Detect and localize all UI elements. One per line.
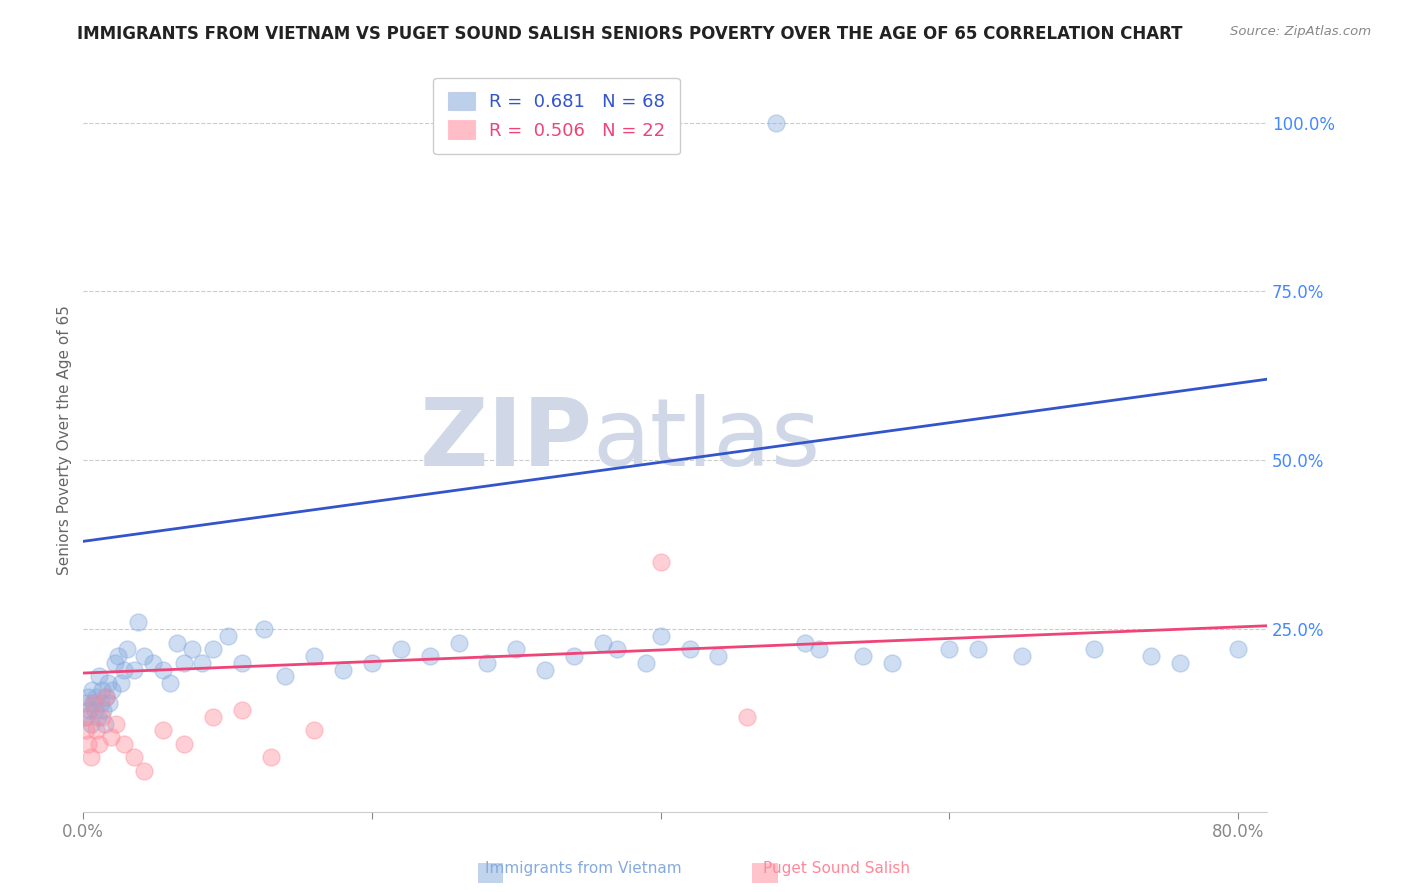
- Y-axis label: Seniors Poverty Over the Age of 65: Seniors Poverty Over the Age of 65: [58, 305, 72, 575]
- Point: [152, 663, 174, 677]
- Point: [93, 703, 115, 717]
- Text: Immigrants from Vietnam: Immigrants from Vietnam: [485, 861, 682, 876]
- Point: [87, 710, 110, 724]
- Point: [127, 615, 149, 630]
- Point: [505, 642, 527, 657]
- Point: [132, 764, 155, 778]
- Text: Source: ZipAtlas.com: Source: ZipAtlas.com: [1230, 25, 1371, 38]
- Point: [97, 676, 120, 690]
- Legend: R =  0.681   N = 68, R =  0.506   N = 22: R = 0.681 N = 68, R = 0.506 N = 22: [433, 78, 681, 154]
- Point: [361, 656, 384, 670]
- Point: [75, 723, 97, 738]
- Point: [84, 690, 107, 704]
- Point: [967, 642, 990, 657]
- Point: [107, 649, 129, 664]
- Point: [477, 656, 499, 670]
- Point: [96, 690, 118, 704]
- Point: [190, 656, 212, 670]
- Point: [89, 669, 111, 683]
- Point: [91, 710, 114, 724]
- Point: [231, 656, 253, 670]
- Point: [142, 656, 165, 670]
- Point: [80, 682, 103, 697]
- Point: [302, 649, 325, 664]
- Point: [77, 703, 100, 717]
- Point: [76, 690, 98, 704]
- Point: [115, 642, 138, 657]
- Point: [94, 716, 117, 731]
- Point: [794, 635, 817, 649]
- Point: [302, 723, 325, 738]
- Point: [173, 737, 195, 751]
- Point: [1140, 649, 1163, 664]
- Point: [98, 697, 121, 711]
- Point: [650, 555, 672, 569]
- Point: [253, 622, 276, 636]
- Point: [880, 656, 903, 670]
- Point: [90, 697, 112, 711]
- Point: [765, 115, 787, 129]
- Text: ZIP: ZIP: [419, 394, 592, 486]
- Point: [73, 710, 96, 724]
- Point: [606, 642, 628, 657]
- Text: IMMIGRANTS FROM VIETNAM VS PUGET SOUND SALISH SENIORS POVERTY OVER THE AGE OF 65: IMMIGRANTS FROM VIETNAM VS PUGET SOUND S…: [77, 25, 1182, 43]
- Point: [96, 690, 118, 704]
- Point: [808, 642, 831, 657]
- Point: [274, 669, 297, 683]
- Point: [152, 723, 174, 738]
- Point: [112, 737, 135, 751]
- Point: [202, 710, 225, 724]
- Point: [91, 682, 114, 697]
- Point: [1083, 642, 1105, 657]
- Point: [122, 750, 145, 764]
- Point: [122, 663, 145, 677]
- Point: [84, 723, 107, 738]
- Point: [447, 635, 470, 649]
- Point: [202, 642, 225, 657]
- Point: [79, 750, 101, 764]
- Point: [100, 730, 122, 744]
- Point: [1285, 649, 1308, 664]
- Point: [852, 649, 875, 664]
- Point: [735, 710, 758, 724]
- Text: atlas: atlas: [592, 394, 821, 486]
- Point: [73, 697, 96, 711]
- Point: [159, 676, 181, 690]
- Point: [231, 703, 253, 717]
- Point: [592, 635, 614, 649]
- Point: [332, 663, 354, 677]
- Point: [173, 656, 195, 670]
- Point: [132, 649, 155, 664]
- Point: [82, 697, 104, 711]
- Point: [82, 697, 104, 711]
- Point: [419, 649, 441, 664]
- Point: [101, 682, 124, 697]
- Point: [105, 716, 128, 731]
- Point: [707, 649, 730, 664]
- Point: [1011, 649, 1033, 664]
- Point: [104, 656, 127, 670]
- Point: [1168, 656, 1191, 670]
- Point: [83, 703, 105, 717]
- Text: Puget Sound Salish: Puget Sound Salish: [763, 861, 910, 876]
- Point: [166, 635, 188, 649]
- Point: [636, 656, 658, 670]
- Point: [1227, 642, 1250, 657]
- Point: [217, 629, 239, 643]
- Point: [89, 737, 111, 751]
- Point: [562, 649, 585, 664]
- Point: [112, 663, 135, 677]
- Point: [76, 737, 98, 751]
- Point: [938, 642, 960, 657]
- Point: [110, 676, 132, 690]
- Point: [389, 642, 412, 657]
- Point: [260, 750, 283, 764]
- Point: [79, 716, 101, 731]
- Point: [534, 663, 557, 677]
- Point: [180, 642, 202, 657]
- Point: [678, 642, 700, 657]
- Point: [650, 629, 672, 643]
- Point: [75, 710, 97, 724]
